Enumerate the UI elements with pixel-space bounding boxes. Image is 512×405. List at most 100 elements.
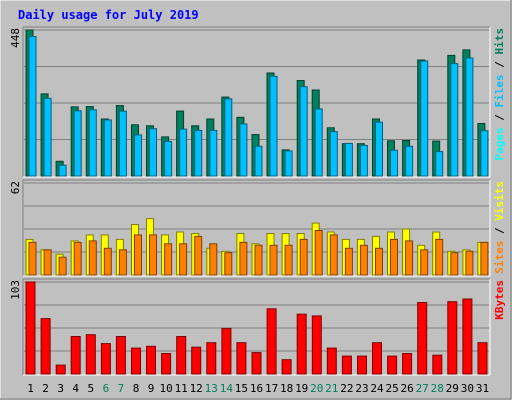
bar-sites-day-16 [254, 244, 263, 276]
x-tick-label: 7 [118, 382, 125, 395]
x-tick-label: 25 [385, 382, 398, 395]
x-tick-label: 31 [476, 382, 489, 395]
bar-files-day-8 [134, 134, 142, 177]
bar-sites-day-21 [329, 234, 338, 276]
x-tick-label: 21 [325, 382, 338, 395]
bar-sites-day-19 [299, 238, 308, 276]
legend-entry: Hits [493, 28, 506, 55]
bar-files-day-7 [118, 110, 127, 177]
bar-sites-day-11 [179, 243, 188, 276]
bar-kbytes-day-11 [176, 336, 187, 375]
x-tick-label: 16 [250, 382, 263, 395]
legend-entry: Pages [493, 127, 506, 160]
bar-files-day-11 [179, 128, 188, 177]
bar-sites-day-22 [344, 247, 353, 276]
x-tick-label: 29 [446, 382, 459, 395]
bar-files-day-15 [239, 123, 248, 177]
x-tick-label: 27 [416, 382, 429, 395]
bar-files-day-2 [43, 97, 52, 177]
bar-sites-day-25 [390, 238, 398, 276]
bar-files-day-14 [224, 98, 233, 177]
bar-kbytes-day-16 [251, 352, 262, 375]
x-tick-label: 28 [431, 382, 444, 395]
x-tick-label: 26 [400, 382, 413, 395]
bar-files-day-22 [344, 142, 353, 177]
bar-sites-day-27 [420, 249, 429, 276]
bar-files-day-29 [450, 63, 459, 177]
bar-kbytes-day-23 [357, 355, 367, 375]
bar-sites-day-2 [43, 249, 52, 276]
bar-sites-day-31 [480, 241, 489, 276]
bar-kbytes-day-29 [447, 301, 458, 375]
bar-files-day-4 [73, 110, 82, 177]
bar-sites-day-29 [450, 252, 459, 276]
bar-kbytes-day-5 [85, 334, 96, 375]
bar-files-day-18 [284, 150, 293, 177]
x-tick-label: 19 [295, 382, 308, 395]
x-tick-label: 5 [87, 382, 94, 395]
bar-files-day-28 [435, 151, 444, 177]
bar-sites-day-17 [269, 244, 278, 276]
bar-files-day-17 [269, 75, 278, 177]
bar-files-day-30 [465, 57, 474, 177]
bar-files-day-26 [405, 145, 414, 177]
bar-kbytes-day-19 [296, 313, 307, 375]
x-axis-labels: 1 2 3 4 5 6 7 8 9 10 11 12 13 14 15 16 17 18 19 20 21 22 23 24 2… [27, 382, 489, 395]
bar-files-day-20 [314, 108, 323, 177]
bar-sites-day-6 [103, 247, 112, 276]
bar-kbytes-day-12 [191, 346, 202, 375]
x-tick-label: 12 [190, 382, 203, 395]
bar-kbytes-day-3 [55, 364, 66, 375]
chart-panels: 448 Pages / Files / Hits 62 Sites / Visits 1… [9, 26, 506, 376]
bar-sites-day-1 [28, 241, 37, 276]
x-tick-label: 13 [205, 382, 218, 395]
x-tick-label: 18 [280, 382, 293, 395]
bar-files-day-12 [194, 129, 203, 177]
x-tick-label: 9 [148, 382, 155, 395]
legend-entry: / [493, 55, 506, 75]
legend-entry: Visits [493, 181, 506, 221]
bar-kbytes-day-20 [311, 315, 322, 375]
x-tick-label: 14 [220, 382, 234, 395]
bar-kbytes-day-15 [236, 342, 247, 375]
bar-kbytes-day-1 [25, 281, 36, 375]
bar-files-day-23 [359, 144, 368, 177]
bar-kbytes-day-28 [432, 354, 443, 375]
bar-sites-day-12 [194, 235, 203, 276]
x-tick-label: 2 [42, 382, 49, 395]
x-tick-label: 3 [57, 382, 64, 395]
legend-entry: / [493, 221, 506, 241]
legend-entry: Files [493, 74, 506, 107]
bar-sites-day-26 [405, 240, 414, 276]
bar-kbytes-day-6 [100, 343, 111, 375]
bar-sites-day-13 [209, 243, 218, 276]
bar-files-day-16 [254, 145, 263, 177]
x-tick-label: 17 [265, 382, 278, 395]
x-tick-label: 24 [370, 382, 384, 395]
panel-ymax-label: 62 [9, 181, 22, 194]
bar-sites-day-20 [314, 230, 323, 276]
bar-sites-day-14 [224, 252, 233, 276]
x-tick-label: 8 [133, 382, 140, 395]
legend-entry: / [493, 108, 506, 128]
bar-files-day-10 [164, 141, 173, 177]
bar-files-day-31 [480, 130, 489, 177]
x-tick-label: 11 [175, 382, 188, 395]
bar-kbytes-day-17 [266, 308, 277, 375]
bar-files-day-6 [103, 119, 112, 177]
bar-sites-day-24 [375, 247, 383, 276]
bar-kbytes-day-9 [146, 345, 156, 375]
bar-kbytes-day-31 [477, 342, 488, 375]
x-tick-label: 15 [235, 382, 248, 395]
bar-sites-day-7 [118, 249, 127, 276]
bar-sites-day-30 [465, 250, 474, 276]
bar-kbytes-day-4 [70, 336, 81, 375]
legend-entry: KBytes [493, 280, 506, 320]
bar-kbytes-day-25 [387, 355, 398, 375]
bar-kbytes-day-21 [326, 347, 337, 375]
bar-sites-day-5 [88, 240, 97, 276]
panel-sites-visits: 62 Sites / Visits [9, 179, 506, 277]
panel-kbytes: 103 KBytes [9, 278, 506, 376]
bar-kbytes-day-8 [131, 347, 141, 375]
bar-files-day-19 [299, 86, 308, 177]
